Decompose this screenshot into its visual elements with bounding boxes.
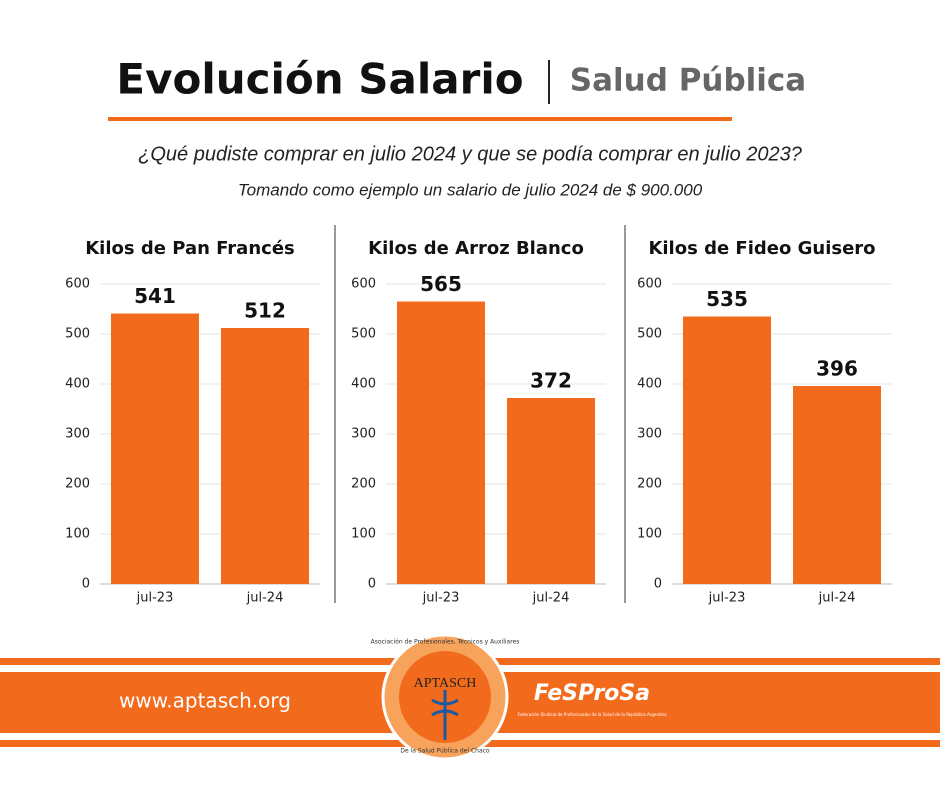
chart-title: Kilos de Pan Francés	[85, 238, 295, 259]
website[interactable]: www.aptasch.org	[119, 689, 291, 713]
y-tick-label: 400	[351, 377, 376, 392]
logo-bottom-text: De la Salud Pública del Chaco	[400, 748, 490, 755]
y-tick-label: 500	[351, 327, 376, 342]
logo-caduceus	[431, 690, 459, 740]
x-tick-label: jul-24	[246, 591, 284, 606]
value-label: 396	[816, 357, 858, 381]
bar	[793, 386, 881, 584]
value-label: 512	[244, 299, 286, 323]
y-tick-label: 200	[65, 477, 90, 492]
y-tick-label: 0	[654, 577, 662, 592]
bar	[111, 313, 199, 584]
value-label: 535	[706, 287, 748, 311]
note: Tomando como ejemplo un salario de julio…	[238, 180, 703, 199]
y-tick-label: 200	[351, 477, 376, 492]
x-tick-label: jul-23	[422, 591, 460, 606]
chart-title: Kilos de Arroz Blanco	[368, 238, 584, 259]
y-tick-label: 500	[65, 327, 90, 342]
y-tick-label: 100	[65, 527, 90, 542]
logo-ring-text: Asociación de Profesionales, Técnicos y …	[371, 639, 520, 646]
title: Evolución Salario	[116, 55, 523, 104]
y-tick-label: 300	[637, 427, 662, 442]
y-tick-label: 0	[368, 577, 376, 592]
y-tick-label: 100	[351, 527, 376, 542]
title-underline	[108, 117, 732, 121]
charts: Kilos de Pan Francés 0 100 200 300 400 500 600 5…	[65, 238, 892, 606]
bar	[221, 328, 309, 584]
bar	[683, 316, 771, 584]
logo2-name: FeSProSa	[534, 681, 650, 706]
section: Salud Pública	[570, 63, 806, 99]
y-tick-label: 0	[82, 577, 90, 592]
question: ¿Qué pudiste comprar en julio 2024 y que…	[138, 143, 803, 165]
value-label: 372	[530, 369, 572, 393]
y-tick-label: 300	[65, 427, 90, 442]
y-tick-label: 600	[637, 277, 662, 292]
y-tick-label: 400	[65, 377, 90, 392]
y-tick-label: 100	[637, 527, 662, 542]
y-tick-label: 300	[351, 427, 376, 442]
value-label: 541	[134, 284, 176, 308]
value-label: 565	[420, 272, 462, 296]
chart-title: Kilos de Fideo Guisero	[648, 238, 875, 259]
logo2-sub: Federación Sindical de Profesionales de …	[517, 712, 667, 717]
x-tick-label: jul-23	[136, 591, 174, 606]
logo-name: APTASCH	[414, 676, 477, 691]
x-tick-label: jul-24	[532, 591, 570, 606]
bar	[397, 301, 485, 584]
y-tick-label: 400	[637, 377, 662, 392]
bar	[507, 398, 595, 584]
y-tick-label: 600	[351, 277, 376, 292]
y-tick-label: 200	[637, 477, 662, 492]
y-tick-label: 500	[637, 327, 662, 342]
x-tick-label: jul-23	[708, 591, 746, 606]
x-tick-label: jul-24	[818, 591, 856, 606]
y-tick-label: 600	[65, 277, 90, 292]
